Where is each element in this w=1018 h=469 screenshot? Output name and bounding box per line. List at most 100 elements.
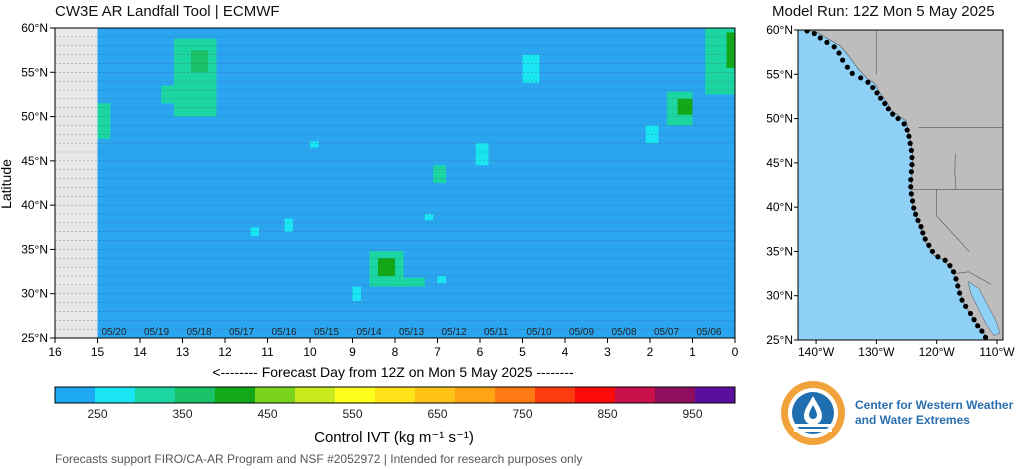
landfall-point — [901, 121, 907, 127]
landfall-point — [908, 191, 914, 197]
landfall-point — [882, 100, 888, 107]
political-border — [954, 271, 992, 285]
ivt-cell — [522, 54, 540, 83]
landfall-point — [885, 106, 892, 112]
colorbar-bin — [375, 387, 416, 403]
ivt-cell — [284, 218, 293, 232]
colorbar-bin — [255, 387, 296, 403]
ivt-cell — [310, 141, 319, 148]
y-tick-label: 45°N — [21, 154, 48, 168]
landfall-point — [836, 50, 842, 56]
date-label: 05/08 — [612, 327, 637, 338]
ivt-cell — [97, 103, 111, 139]
landfall-point — [979, 328, 985, 334]
landfall-point — [908, 169, 914, 175]
landfall-point — [906, 133, 912, 139]
model-run-title: Model Run: 12Z Mon 5 May 2025 — [772, 3, 995, 20]
y-tick-label: 40°N — [21, 198, 48, 212]
x-tick-label: 13 — [176, 345, 190, 359]
x-tick-label: 11 — [261, 345, 274, 359]
landfall-point — [950, 269, 957, 275]
landfall-point — [908, 147, 914, 154]
landfall-map: 25°N 30°N 35°N 40°N 45°N 50°N 55°N 60°N 140°W 13… — [766, 23, 1015, 359]
date-label: 05/14 — [357, 327, 382, 338]
ivt-colorbar: 250 350 450 550 650 750 850 950 Control IVT (kg… — [54, 386, 736, 446]
landfall-point — [909, 162, 915, 168]
ivt-cell — [677, 98, 693, 115]
date-label: 05/13 — [399, 327, 424, 338]
landfall-point — [947, 263, 953, 269]
map-x-tick-label: 140°W — [798, 345, 835, 359]
landfall-point — [804, 30, 810, 34]
colorbar-bin — [655, 387, 696, 403]
landfall-point — [908, 184, 914, 190]
landfall-point — [926, 242, 932, 248]
y-tick-label: 25°N — [21, 331, 48, 345]
landfall-point — [890, 111, 896, 117]
date-label: 05/20 — [102, 327, 127, 338]
landfall-point — [922, 236, 928, 242]
date-label: 05/18 — [187, 327, 212, 338]
landfall-point — [909, 154, 915, 161]
x-tick-label: 16 — [48, 345, 62, 359]
map-y-tick-label: 60°N — [766, 23, 793, 37]
ivt-cell — [437, 276, 446, 284]
map-x-tick-label: 110°W — [979, 345, 1015, 359]
x-axis-ticks: 16 15 14 13 12 11 10 9 8 7 6 5 4 3 2 1 0 — [48, 338, 739, 359]
landfall-point — [878, 95, 884, 101]
map-y-tick-label: 35°N — [766, 244, 793, 258]
colorbar-bin — [335, 387, 376, 403]
landfall-point — [895, 115, 901, 122]
date-label: 05/15 — [314, 327, 339, 338]
ivt-cell — [378, 258, 395, 276]
colorbar-tick-label: 550 — [342, 407, 362, 421]
map-y-tick-label: 30°N — [766, 289, 793, 303]
landfall-point — [908, 177, 914, 183]
landfall-point — [953, 276, 959, 282]
ivt-cell — [250, 227, 259, 237]
landfall-point — [831, 44, 837, 50]
colorbar-bin — [415, 387, 456, 403]
landfall-point — [817, 35, 823, 41]
ivt-heatmap-chart: Latitude 05/20 05/19 05/18 05/17 05/16 05/15 0… — [0, 22, 739, 380]
x-tick-label: 7 — [434, 345, 441, 359]
map-y-tick-label: 45°N — [766, 156, 793, 170]
colorbar-bin — [95, 387, 136, 403]
political-border — [936, 189, 970, 252]
footer-note: Forecasts support FIRO/CA-AR Program and… — [55, 452, 583, 466]
x-tick-label: 6 — [477, 345, 484, 359]
colorbar-label: Control IVT (kg m⁻¹ s⁻¹) — [314, 429, 474, 446]
landfall-point — [858, 75, 864, 81]
colorbar-bin — [175, 387, 216, 403]
x-tick-label: 1 — [689, 345, 696, 359]
ivt-cell — [161, 85, 187, 104]
date-label: 05/11 — [484, 327, 509, 338]
date-label: 05/07 — [654, 327, 679, 338]
heatmap-plot-area: 05/20 05/19 05/18 05/17 05/16 05/15 05/14 05/13… — [54, 27, 736, 339]
colorbar-bin — [615, 387, 656, 403]
x-tick-label: 4 — [562, 345, 569, 359]
landfall-point — [844, 64, 851, 70]
landfall-point — [975, 323, 981, 329]
x-axis-label: <-------- Forecast Day from 12Z on Mon 5… — [212, 364, 574, 380]
map-y-tick-label: 25°N — [766, 333, 793, 347]
x-tick-label: 3 — [604, 345, 611, 359]
page-title: CW3E AR Landfall Tool | ECMWF — [55, 3, 280, 20]
map-frame — [797, 29, 1004, 341]
colorbar-bin — [535, 387, 576, 403]
ivt-cell — [726, 32, 735, 68]
landfall-point — [912, 211, 919, 217]
x-tick-label: 5 — [519, 345, 526, 359]
org-name-line2: and Water Extremes — [855, 413, 970, 427]
x-tick-label: 14 — [133, 345, 147, 359]
date-label: 05/10 — [527, 327, 552, 338]
y-axis-ticks: 25°N 30°N 35°N 40°N 45°N 50°N 55°N 60°N — [21, 22, 55, 345]
ivt-cell — [424, 214, 434, 221]
y-tick-label: 50°N — [21, 110, 48, 124]
date-label: 05/16 — [272, 327, 297, 338]
landfall-point — [904, 127, 910, 133]
ivt-cell — [433, 165, 446, 183]
map-y-tick-label: 50°N — [766, 112, 793, 126]
colorbar-tick-label: 650 — [427, 407, 447, 421]
x-tick-label: 8 — [392, 345, 399, 359]
